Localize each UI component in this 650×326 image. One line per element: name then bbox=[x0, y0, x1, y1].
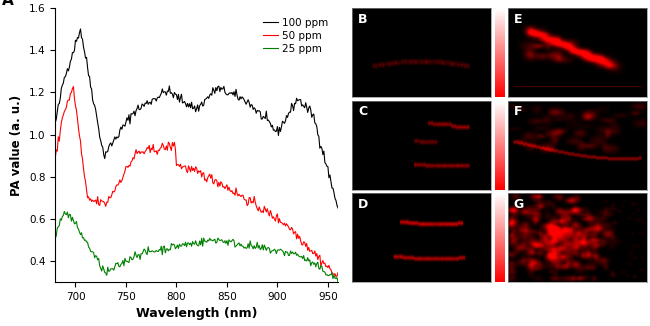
25 ppm bbox=[113, 262, 121, 266]
Legend: 100 ppm, 50 ppm, 25 ppm: 100 ppm, 50 ppm, 25 ppm bbox=[259, 13, 333, 58]
X-axis label: Wavelength (nm): Wavelength (nm) bbox=[136, 307, 257, 320]
Line: 50 ppm: 50 ppm bbox=[55, 87, 338, 277]
100 ppm bbox=[113, 135, 121, 139]
100 ppm bbox=[184, 101, 192, 105]
Text: C: C bbox=[358, 105, 367, 118]
50 ppm bbox=[334, 271, 342, 274]
25 ppm bbox=[283, 250, 291, 254]
25 ppm bbox=[64, 210, 72, 214]
100 ppm bbox=[51, 121, 59, 125]
50 ppm bbox=[184, 170, 192, 174]
Text: E: E bbox=[514, 13, 523, 26]
100 ppm bbox=[334, 206, 342, 210]
Text: F: F bbox=[514, 105, 523, 118]
50 ppm bbox=[332, 275, 340, 279]
100 ppm bbox=[62, 72, 70, 76]
50 ppm bbox=[211, 178, 218, 182]
50 ppm bbox=[283, 223, 291, 227]
Text: B: B bbox=[358, 13, 367, 26]
25 ppm bbox=[184, 241, 192, 245]
25 ppm bbox=[283, 250, 291, 254]
Text: A: A bbox=[1, 0, 13, 8]
100 ppm bbox=[211, 91, 218, 95]
25 ppm bbox=[334, 280, 342, 284]
Text: G: G bbox=[514, 198, 524, 211]
Y-axis label: PA value (a. u.): PA value (a. u.) bbox=[10, 95, 23, 196]
50 ppm bbox=[283, 222, 291, 226]
100 ppm bbox=[77, 27, 85, 31]
100 ppm bbox=[283, 113, 291, 117]
25 ppm bbox=[51, 236, 59, 240]
Text: D: D bbox=[358, 198, 369, 211]
100 ppm bbox=[283, 115, 291, 119]
Line: 100 ppm: 100 ppm bbox=[55, 29, 338, 208]
50 ppm bbox=[70, 85, 77, 89]
50 ppm bbox=[62, 105, 70, 109]
25 ppm bbox=[60, 210, 68, 214]
Line: 25 ppm: 25 ppm bbox=[55, 212, 338, 282]
25 ppm bbox=[211, 237, 218, 241]
50 ppm bbox=[51, 156, 59, 160]
50 ppm bbox=[113, 183, 121, 187]
